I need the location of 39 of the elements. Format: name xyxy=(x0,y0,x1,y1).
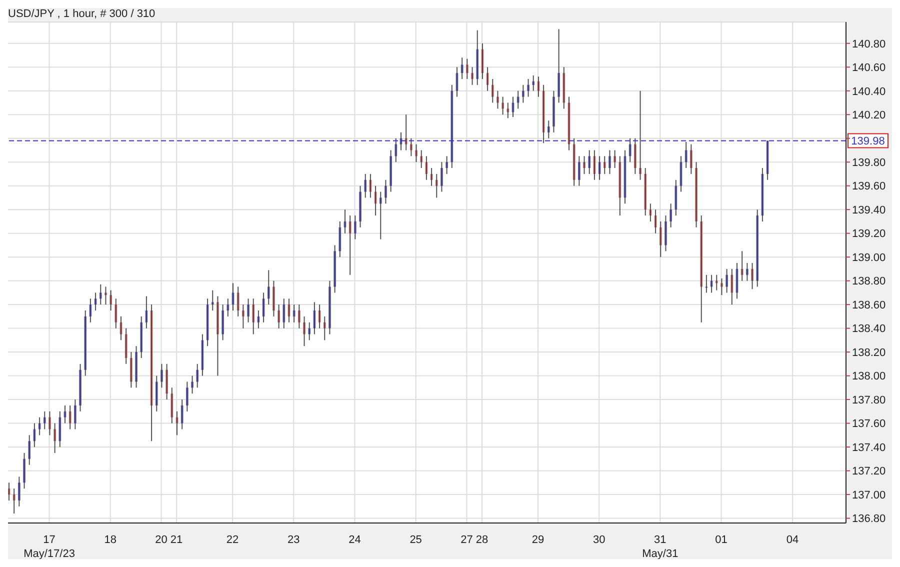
text: May/17/23 xyxy=(24,548,75,560)
y-tick-label: 139.40 xyxy=(852,204,886,216)
y-tick-label: 137.60 xyxy=(852,418,886,430)
x-tick-label: 29 xyxy=(532,534,544,546)
y-tick-label: 138.60 xyxy=(852,299,886,312)
y-tick-label: 138.40 xyxy=(852,323,886,336)
text: May/31 xyxy=(642,548,678,560)
y-tick-label: 137.00 xyxy=(852,489,886,502)
y-tick-label: 139.60 xyxy=(852,180,886,193)
x-tick-label: 25 xyxy=(410,534,422,546)
x-tick-label: 24 xyxy=(348,534,361,546)
x-tick-label: 30 xyxy=(592,534,606,546)
y-tick-label: 139.20 xyxy=(852,228,886,240)
y-tick-label: 137.20 xyxy=(852,466,886,478)
x-tick-label: 20 xyxy=(155,534,168,546)
y-tick-label: 139.80 xyxy=(852,156,886,169)
y-tick-label: 137.80 xyxy=(852,394,886,406)
x-tick-label: 21 xyxy=(170,534,183,546)
y-tick-label: 138.00 xyxy=(852,370,886,383)
y-tick-label: 136.80 xyxy=(852,513,886,526)
x-tick-label: 23 xyxy=(288,534,300,546)
x-tick-label: 28 xyxy=(476,534,488,546)
x-tick-label: 18 xyxy=(104,534,116,546)
x-tick-label: 01 xyxy=(715,534,728,546)
x-tick-label: 27 xyxy=(460,534,473,546)
x-tick-label: 31 xyxy=(654,534,666,546)
x-tick-label: 22 xyxy=(226,534,239,546)
ref-line-label: 139.98 xyxy=(851,136,885,148)
chart-title: USD/JPY , 1 hour, # 300 / 310 xyxy=(8,8,156,20)
x-tick-label: 04 xyxy=(786,534,799,546)
y-tick-label: 139.00 xyxy=(852,252,886,264)
y-tick-label: 140.60 xyxy=(852,62,886,74)
y-tick-label: 138.20 xyxy=(852,346,886,359)
y-tick-label: 137.40 xyxy=(852,442,886,454)
y-tick-label: 140.20 xyxy=(852,110,886,122)
y-tick-label: 140.80 xyxy=(852,38,886,50)
x-tick-label: 17 xyxy=(43,534,56,546)
y-tick-label: 140.40 xyxy=(852,86,886,98)
y-tick-label: 138.80 xyxy=(852,276,886,288)
